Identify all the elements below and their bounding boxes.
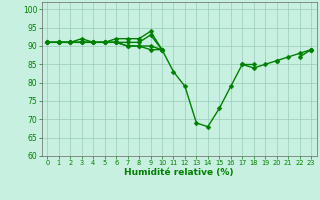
- X-axis label: Humidité relative (%): Humidité relative (%): [124, 168, 234, 177]
